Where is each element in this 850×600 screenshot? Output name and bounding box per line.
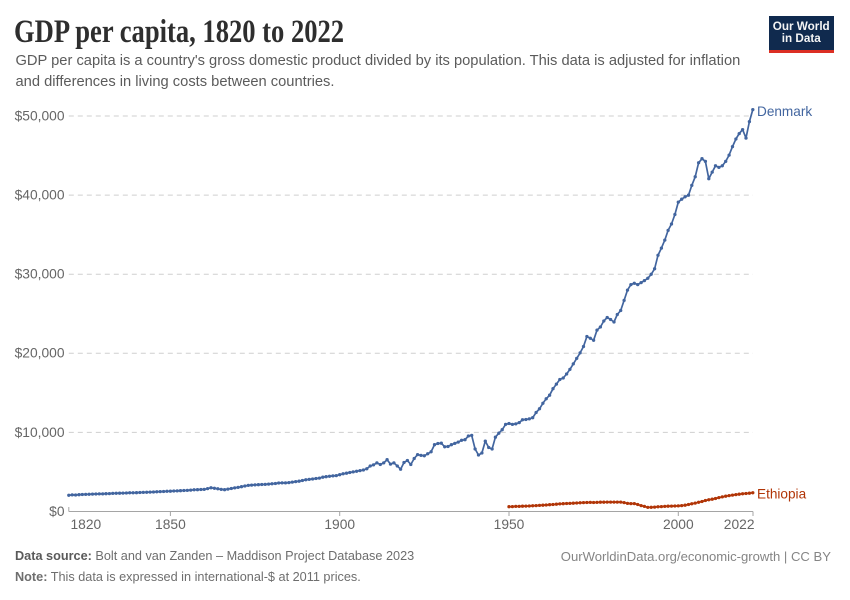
svg-text:2000: 2000 [663,517,694,532]
svg-text:Denmark: Denmark [757,104,812,119]
svg-text:Ethiopia: Ethiopia [757,487,807,502]
svg-text:$40,000: $40,000 [15,188,65,203]
svg-text:1850: 1850 [155,517,186,532]
svg-text:$30,000: $30,000 [15,267,65,282]
svg-text:$20,000: $20,000 [15,346,65,361]
svg-text:$50,000: $50,000 [15,108,65,123]
svg-text:1820: 1820 [71,517,102,532]
svg-text:$10,000: $10,000 [15,425,65,440]
svg-text:$0: $0 [49,504,65,519]
svg-text:1950: 1950 [494,517,525,532]
svg-text:2022: 2022 [724,517,755,532]
svg-text:1900: 1900 [324,517,355,532]
